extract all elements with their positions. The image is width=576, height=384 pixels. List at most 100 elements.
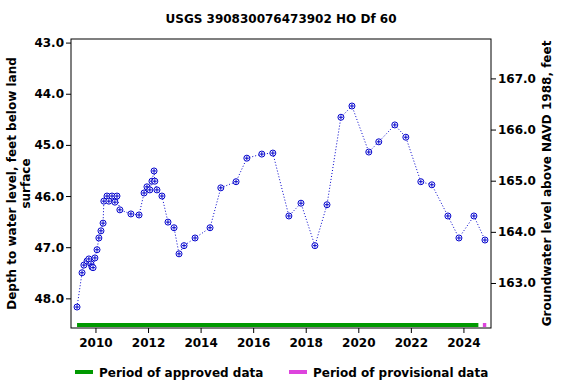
data-point (165, 219, 171, 225)
data-point (418, 179, 424, 185)
chart: USGS 390830076473902 HO Df 60 Depth to wa… (0, 0, 576, 384)
marker-plus (377, 140, 381, 144)
marker-plus (107, 199, 111, 203)
data-point (403, 134, 409, 140)
marker-circle (259, 151, 265, 157)
marker-plus (339, 115, 343, 119)
x-tick-label: 2020 (342, 336, 375, 350)
marker-circle (192, 235, 198, 241)
marker-circle (270, 150, 276, 156)
marker-plus (93, 256, 97, 260)
marker-circle (114, 193, 120, 199)
marker-circle (376, 139, 382, 145)
data-point (392, 122, 398, 128)
marker-circle (403, 134, 409, 140)
data-point (376, 139, 382, 145)
marker-plus (367, 150, 371, 154)
data-point (117, 207, 123, 213)
plot-area (74, 103, 488, 327)
data-point (92, 255, 98, 261)
x-tick (148, 328, 149, 333)
data-point (233, 179, 239, 185)
marker-plus (153, 179, 157, 183)
marker-plus (80, 271, 84, 275)
marker-circle (96, 235, 102, 241)
x-tick (411, 328, 412, 333)
y-label-group: Depth to water level, feet below landsur… (5, 57, 33, 310)
series-line (77, 106, 485, 307)
data-point (112, 199, 118, 205)
x-tick-label: 2018 (290, 336, 323, 350)
marker-circle (136, 212, 142, 218)
marker-circle (366, 149, 372, 155)
marker-plus (483, 238, 487, 242)
marker-circle (171, 225, 177, 231)
y-tick-label: 48.0 (34, 292, 64, 306)
data-point (429, 182, 435, 188)
marker-plus (472, 214, 476, 218)
legend-swatch (289, 370, 307, 374)
marker-plus (95, 248, 99, 252)
data-point (298, 200, 304, 206)
marker-circle (112, 199, 118, 205)
marker-circle (100, 220, 106, 226)
data-point (128, 211, 134, 217)
marker-plus (155, 188, 159, 192)
marker-circle (98, 228, 104, 234)
marker-circle (79, 270, 85, 276)
data-point (286, 213, 292, 219)
marker-plus (87, 257, 91, 261)
marker-circle (218, 185, 224, 191)
marker-circle (181, 243, 187, 249)
marker-circle (151, 168, 157, 174)
data-point (482, 237, 488, 243)
marker-plus (404, 135, 408, 139)
plot-frame (71, 39, 491, 328)
marker-plus (101, 221, 105, 225)
data-point (338, 114, 344, 120)
marker-circle (324, 202, 330, 208)
marker-circle (117, 207, 123, 213)
marker-circle (298, 200, 304, 206)
y2-tick (491, 78, 496, 79)
marker-plus (208, 226, 212, 230)
marker-circle (338, 114, 344, 120)
data-point (349, 103, 355, 109)
marker-plus (299, 201, 303, 205)
marker-circle (418, 179, 424, 185)
data-point (96, 235, 102, 241)
marker-plus (182, 244, 186, 248)
marker-plus (457, 236, 461, 240)
x-tick (253, 328, 254, 333)
y2-label-group: Groundwater level above NAVD 1988, feet (540, 40, 554, 326)
marker-circle (176, 251, 182, 257)
marker-circle (152, 178, 158, 184)
data-point (141, 190, 147, 196)
data-point (90, 265, 96, 271)
data-point (98, 228, 104, 234)
marker-plus (172, 226, 176, 230)
y-tick (66, 298, 71, 299)
marker-circle (349, 103, 355, 109)
legend-label: Period of approved data (99, 366, 263, 380)
data-point (152, 178, 158, 184)
y2-axis-label: Groundwater level above NAVD 1988, feet (540, 40, 554, 326)
data-point (176, 251, 182, 257)
y2-tick-label: 167.0 (498, 72, 536, 86)
data-point (445, 213, 451, 219)
marker-circle (456, 235, 462, 241)
y-tick-label: 47.0 (34, 241, 64, 255)
title: USGS 390830076473902 HO Df 60 (166, 12, 397, 26)
marker-plus (97, 236, 101, 240)
marker-plus (137, 213, 141, 217)
marker-plus (129, 212, 133, 216)
marker-circle (233, 179, 239, 185)
y-tick (66, 247, 71, 248)
legend-swatch (75, 370, 93, 374)
data-point (270, 150, 276, 156)
data-point (207, 225, 213, 231)
marker-plus (393, 123, 397, 127)
period-bar (483, 323, 486, 327)
marker-circle (392, 122, 398, 128)
marker-plus (91, 266, 95, 270)
